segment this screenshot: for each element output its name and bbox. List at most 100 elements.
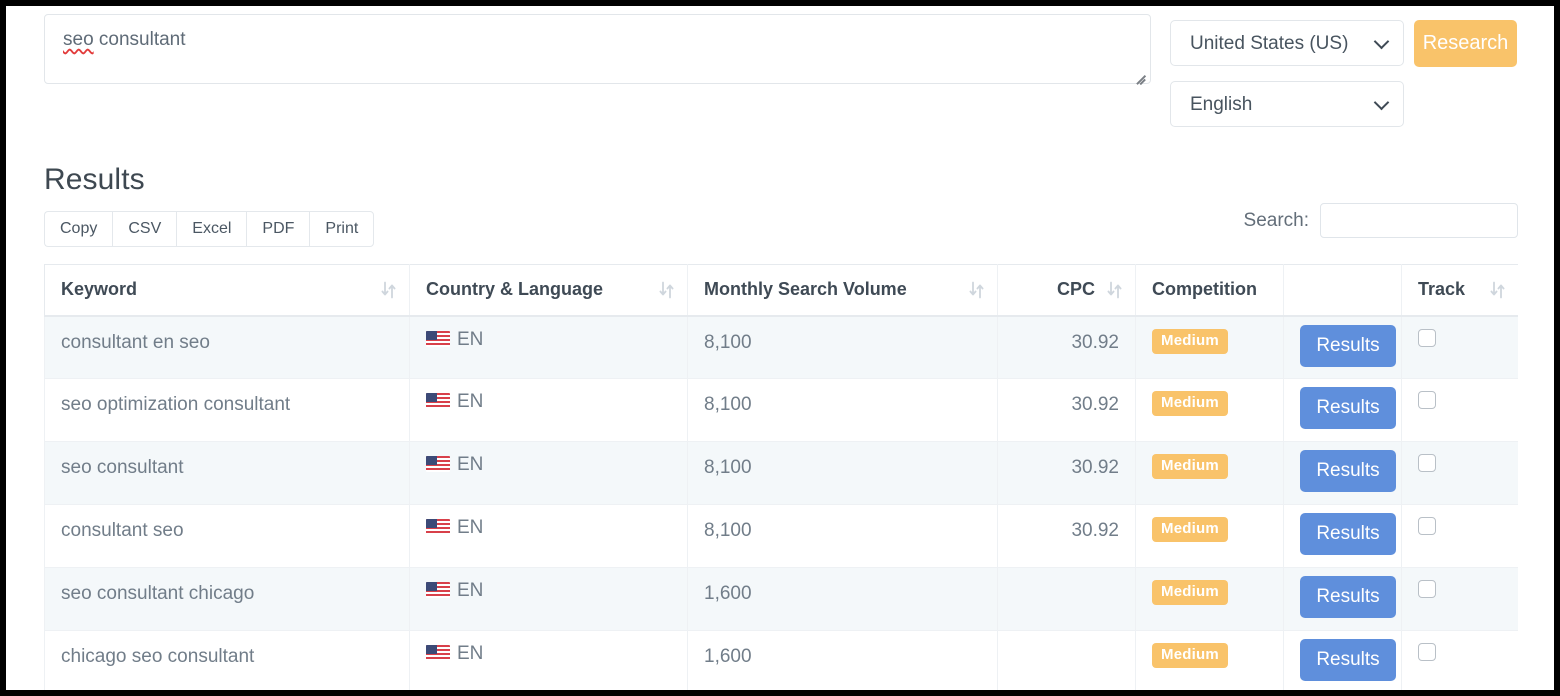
export-button-group: Copy CSV Excel PDF Print [44, 211, 375, 247]
competition-badge: Medium [1152, 391, 1228, 416]
us-flag-icon [426, 582, 450, 598]
cell-keyword: chicago seo consultant [44, 630, 410, 690]
column-header-keyword[interactable]: Keyword [44, 264, 410, 317]
cell-cpc [997, 567, 1136, 631]
cell-country-language: EN [409, 441, 688, 505]
row-results-button[interactable]: Results [1300, 639, 1396, 681]
results-table-body: consultant en seo EN 8,100 30.92 Medium … [44, 315, 1518, 690]
sort-arrows-icon [1490, 280, 1505, 299]
row-results-button[interactable]: Results [1300, 576, 1396, 618]
us-flag-icon [426, 330, 450, 347]
sort-arrows-icon [1107, 280, 1122, 299]
column-header-actions [1283, 264, 1402, 317]
row-results-button[interactable]: Results [1300, 324, 1396, 367]
cell-volume: 8,100 [687, 441, 998, 505]
cell-keyword: consultant en seo [44, 315, 410, 379]
language-code: EN [457, 391, 484, 412]
table-row: chicago seo consultant EN 1,600 Medium R… [44, 630, 1518, 690]
track-checkbox[interactable] [1418, 328, 1436, 347]
column-header-cpc[interactable]: CPC [997, 264, 1136, 317]
column-label: Track [1418, 279, 1466, 300]
export-copy-button[interactable]: Copy [44, 211, 113, 247]
cell-volume: 8,100 [687, 504, 998, 568]
cell-cpc [997, 630, 1136, 690]
column-label: Keyword [61, 279, 138, 300]
country-select[interactable]: United States (US) [1170, 20, 1404, 66]
cell-competition: Medium [1135, 630, 1284, 690]
row-results-button[interactable]: Results [1300, 387, 1396, 429]
column-label: Competition [1152, 279, 1257, 300]
competition-badge: Medium [1152, 454, 1228, 479]
cell-competition: Medium [1135, 315, 1284, 379]
row-results-button[interactable]: Results [1300, 513, 1396, 555]
cell-cpc: 30.92 [997, 378, 1136, 442]
competition-badge: Medium [1152, 517, 1228, 542]
cell-action: Results [1283, 504, 1402, 568]
track-checkbox[interactable] [1418, 454, 1436, 472]
export-excel-button[interactable]: Excel [176, 211, 247, 247]
language-code: EN [457, 517, 484, 538]
table-row: consultant seo EN 8,100 30.92 Medium Res… [44, 504, 1518, 568]
column-header-monthly-search-volume[interactable]: Monthly Search Volume [687, 264, 998, 317]
track-checkbox[interactable] [1418, 517, 1436, 535]
column-label: Monthly Search Volume [704, 279, 907, 300]
research-button[interactable]: Research [1414, 20, 1517, 67]
results-heading: Results [44, 163, 145, 196]
sort-arrows-icon [969, 280, 984, 299]
language-select[interactable]: English [1170, 81, 1404, 127]
column-header-track[interactable]: Track [1401, 264, 1518, 317]
cell-competition: Medium [1135, 567, 1284, 631]
cell-keyword: seo optimization consultant [44, 378, 410, 442]
us-flag-icon [426, 393, 450, 409]
column-label: CPC [1056, 279, 1095, 300]
export-print-button[interactable]: Print [309, 211, 375, 247]
cell-action: Results [1283, 630, 1402, 690]
us-flag-icon [426, 645, 450, 661]
cell-country-language: EN [409, 567, 688, 631]
table-row: seo optimization consultant EN 8,100 30.… [44, 378, 1518, 442]
sort-arrows-icon [381, 280, 396, 299]
language-code: EN [457, 454, 484, 475]
column-header-competition[interactable]: Competition [1135, 264, 1284, 317]
cell-country-language: EN [409, 378, 688, 442]
cell-track [1401, 378, 1518, 442]
column-header-country-language[interactable]: Country & Language [409, 264, 688, 317]
cell-volume: 1,600 [687, 567, 998, 631]
cell-volume: 8,100 [687, 378, 998, 442]
cell-track [1401, 441, 1518, 505]
cell-cpc: 30.92 [997, 441, 1136, 505]
cell-volume: 1,600 [687, 630, 998, 690]
table-search-input[interactable] [1320, 203, 1518, 238]
cell-track [1401, 567, 1518, 631]
cell-keyword: consultant seo [44, 504, 410, 568]
track-checkbox[interactable] [1418, 580, 1436, 598]
cell-track [1401, 504, 1518, 568]
cell-volume: 8,100 [687, 315, 998, 379]
language-code: EN [457, 328, 484, 350]
keyword-research-page: seo consultant United States (US) Englis… [6, 6, 1554, 690]
cell-competition: Medium [1135, 378, 1284, 442]
us-flag-icon [426, 519, 450, 535]
language-code: EN [457, 580, 484, 601]
results-table: Keyword Country & Language Monthly Searc… [44, 264, 1518, 690]
table-row: consultant en seo EN 8,100 30.92 Medium … [44, 315, 1518, 379]
track-checkbox[interactable] [1418, 643, 1436, 661]
competition-badge: Medium [1152, 328, 1228, 354]
results-table-wrapper: Keyword Country & Language Monthly Searc… [44, 264, 1518, 690]
competition-badge: Medium [1152, 580, 1228, 605]
export-pdf-button[interactable]: PDF [246, 211, 310, 247]
track-checkbox[interactable] [1418, 391, 1436, 409]
cell-keyword: seo consultant chicago [44, 567, 410, 631]
table-row: seo consultant EN 8,100 30.92 Medium Res… [44, 441, 1518, 505]
row-results-button[interactable]: Results [1300, 450, 1396, 492]
cell-track [1401, 630, 1518, 690]
cell-cpc: 30.92 [997, 504, 1136, 568]
cell-keyword: seo consultant [44, 441, 410, 505]
cell-competition: Medium [1135, 504, 1284, 568]
us-flag-icon [426, 456, 450, 472]
table-search: Search: [1244, 203, 1518, 238]
competition-badge: Medium [1152, 643, 1228, 668]
export-csv-button[interactable]: CSV [112, 211, 177, 247]
keyword-query-textarea[interactable] [44, 14, 1151, 84]
